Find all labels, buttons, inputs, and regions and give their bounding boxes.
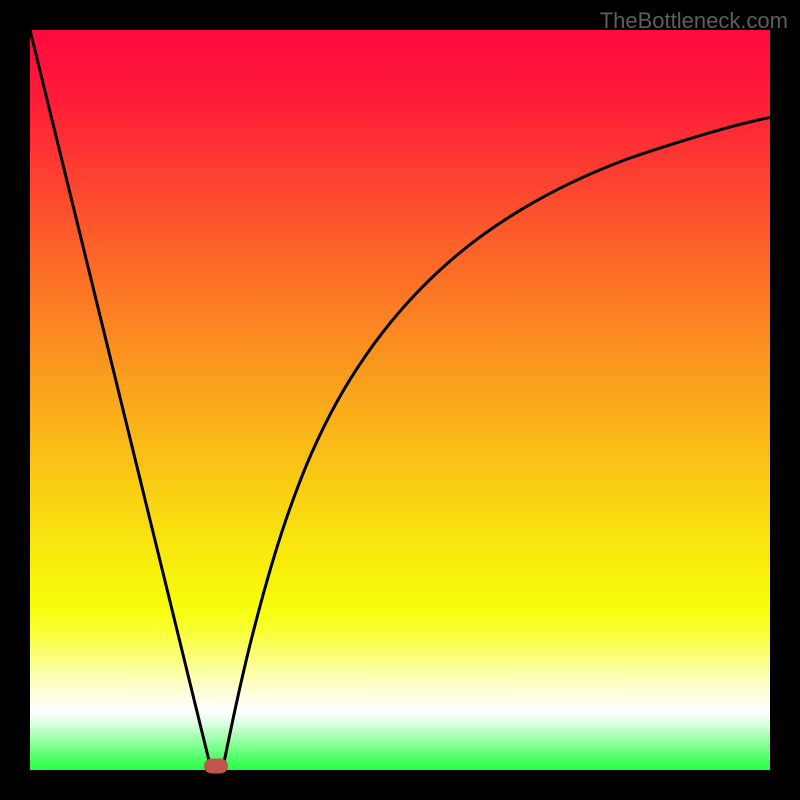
minimum-marker [204,758,228,773]
watermark-text: TheBottleneck.com [600,8,788,34]
curve-left-branch [30,30,211,770]
curve-layer [30,30,770,770]
curve-right-branch [222,117,770,770]
plot-area [30,30,770,770]
